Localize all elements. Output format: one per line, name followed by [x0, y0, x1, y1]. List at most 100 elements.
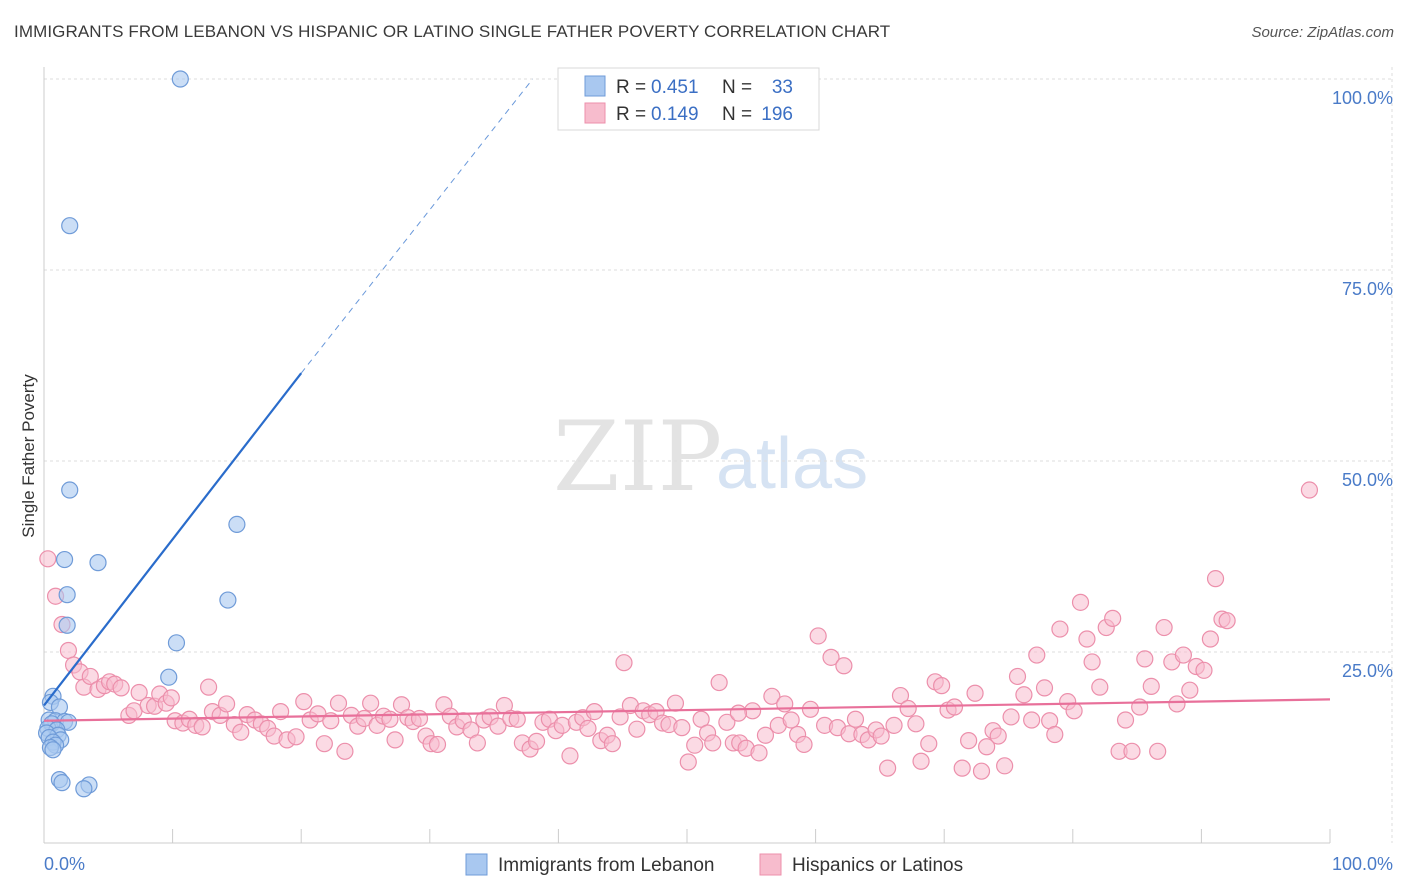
grid-lines: [43, 67, 1393, 843]
hispanics-point: [1046, 725, 1064, 744]
hispanics-point: [272, 702, 290, 721]
series-hispanics-points: [39, 481, 1319, 780]
stats-r-value-lebanon: 0.451: [651, 77, 699, 98]
hispanics-point: [553, 716, 571, 734]
hispanics-point: [945, 698, 964, 716]
hispanics-point: [39, 550, 57, 568]
lebanon-point: [171, 70, 189, 88]
hispanics-point: [1078, 630, 1096, 648]
hispanics-point: [795, 735, 813, 754]
hispanics-point: [81, 667, 99, 686]
y-tick-label: 50.0%: [1342, 470, 1393, 490]
hispanics-point: [508, 710, 526, 728]
hispanics-point: [729, 704, 748, 722]
hispanics-point: [686, 736, 704, 754]
hispanics-point: [666, 694, 685, 712]
hispanics-point: [428, 735, 447, 754]
chart-source: Source: ZipAtlas.com: [1251, 24, 1394, 41]
stats-legend-swatch-lebanon: [584, 75, 606, 97]
lebanon-trend-line: [43, 372, 303, 707]
hispanics-point: [835, 657, 853, 675]
hispanics-point: [972, 762, 991, 780]
hispanics-point: [130, 683, 148, 702]
hispanics-point: [1002, 708, 1020, 726]
hispanics-point: [996, 757, 1014, 775]
hispanics-point: [966, 684, 984, 702]
y-tick-label: 25.0%: [1342, 661, 1393, 681]
hispanics-point: [468, 734, 486, 752]
hispanics-point: [692, 710, 710, 728]
hispanics-trend-line: [43, 698, 1331, 722]
hispanics-point: [891, 686, 910, 705]
lebanon-point: [55, 550, 74, 569]
hispanics-point: [1065, 702, 1083, 720]
hispanics-point: [763, 687, 781, 705]
bottom-legend: Immigrants from Lebanon Hispanics or Lat…: [465, 853, 963, 876]
hispanics-point: [872, 727, 890, 745]
hispanics-point: [920, 735, 938, 753]
hispanics-point: [200, 678, 218, 696]
bottom-legend-label-hispanics: Hispanics or Latinos: [792, 855, 963, 876]
hispanics-point: [287, 728, 305, 746]
hispanics-point: [329, 694, 348, 712]
stats-n-value-lebanon: 33: [772, 77, 793, 98]
hispanics-point: [978, 738, 996, 756]
hispanics-point: [193, 718, 211, 736]
bottom-legend-swatch-lebanon: [465, 853, 488, 876]
hispanics-point: [879, 759, 897, 777]
lebanon-point: [58, 616, 76, 634]
lebanon-point: [61, 481, 79, 499]
y-tick-label: 100.0%: [1332, 88, 1393, 108]
x-tick-labels: 0.0% 100.0%: [44, 854, 1393, 874]
hispanics-point: [1136, 650, 1154, 668]
hispanics-point: [679, 753, 697, 771]
hispanics-point: [603, 735, 622, 753]
hispanics-point: [1116, 711, 1135, 729]
lebanon-point: [219, 591, 237, 609]
stats-r-label-hispanics: R =: [616, 104, 646, 125]
lebanon-point: [53, 774, 71, 792]
hispanics-point: [673, 719, 691, 737]
hispanics-point: [218, 695, 236, 713]
hispanics-point: [1008, 667, 1027, 686]
lebanon-point: [228, 515, 246, 534]
hispanics-point: [822, 648, 840, 666]
hispanics-point: [561, 747, 579, 765]
hispanics-point: [1149, 742, 1167, 760]
stats-r-label-lebanon: R =: [616, 77, 646, 98]
hispanics-point: [527, 732, 546, 750]
hispanics-point: [718, 713, 736, 731]
hispanics-point: [704, 734, 722, 752]
hispanics-point: [1028, 646, 1046, 664]
x-tick-label-max: 100.0%: [1332, 854, 1393, 874]
hispanics-point: [1155, 618, 1173, 637]
series-lebanon-points: [37, 70, 246, 798]
chart-title: IMMIGRANTS FROM LEBANON VS HISPANIC OR L…: [14, 22, 891, 41]
stats-n-label-hispanics: N =: [722, 104, 752, 125]
lebanon-point: [44, 741, 62, 759]
hispanics-point: [953, 759, 971, 777]
hispanics-point: [489, 717, 507, 735]
hispanics-point: [1201, 630, 1220, 648]
watermark-zip: ZIP: [553, 401, 722, 513]
stats-n-label-lebanon: N =: [722, 77, 752, 98]
hispanics-point: [899, 699, 917, 718]
stats-legend: R = 0.451 N = 33 R = 0.149 N = 196: [557, 67, 820, 131]
hispanics-point: [628, 720, 646, 738]
y-tick-labels: 25.0% 50.0% 75.0% 100.0%: [1332, 88, 1393, 681]
lebanon-point: [167, 634, 186, 652]
hispanics-point: [59, 641, 78, 660]
hispanics-point: [933, 677, 951, 695]
hispanics-point: [232, 723, 250, 741]
stats-n-value-hispanics: 196: [761, 104, 793, 125]
hispanics-point: [1051, 620, 1069, 638]
hispanics-point: [782, 711, 800, 729]
hispanics-point: [809, 627, 827, 645]
hispanics-point: [907, 715, 925, 733]
lebanon-point: [89, 554, 107, 572]
lebanon-point: [75, 780, 93, 798]
watermark-atlas: atlas: [716, 424, 868, 504]
hispanics-point: [1142, 677, 1160, 695]
hispanics-point: [162, 689, 180, 707]
hispanics-point: [743, 702, 762, 720]
